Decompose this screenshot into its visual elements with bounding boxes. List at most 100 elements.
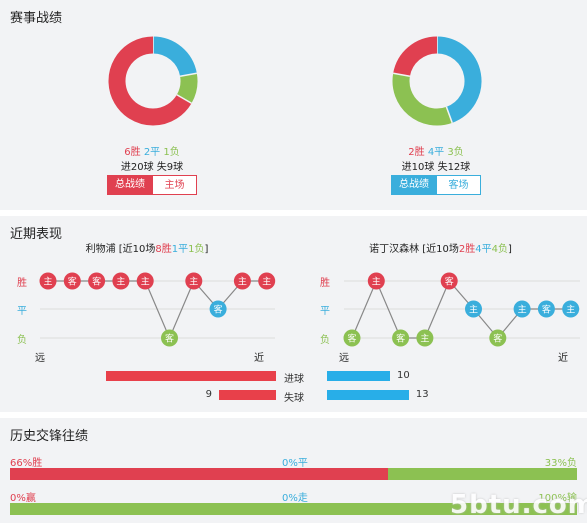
- right-record-summary: 2胜 4平 3负: [386, 143, 486, 158]
- right-goals-for-bar: [327, 371, 390, 381]
- left-form-dot-label: 主: [262, 276, 271, 288]
- right-form-header: 诺丁汉森林 [近10场2胜4平4负]: [294, 240, 587, 255]
- right-axis-near: 近: [558, 353, 568, 364]
- left-form-dot-label: 主: [189, 276, 198, 288]
- right-form-dot: [367, 272, 385, 290]
- left-goals-against-bar: [219, 390, 276, 400]
- record-title: 赛事战绩: [10, 11, 63, 26]
- left-axis-near: 近: [254, 353, 264, 364]
- h2h-win-bar: [10, 468, 388, 480]
- recent-form-charts: 主客客主主客主客主 主客主客 主客主客主客主: [39, 272, 580, 347]
- right-form-dot: [440, 272, 458, 290]
- left-form-point: 客: [63, 272, 81, 290]
- left-goals-for-bar: [105, 371, 276, 381]
- h2h-win-pct: 66%胜: [10, 458, 43, 469]
- right-form-dot: [562, 300, 580, 318]
- left-form-dot-label: 主: [116, 276, 125, 288]
- right-form-dot-label: 主: [566, 304, 575, 316]
- left-form-dot-label: 客: [68, 276, 77, 288]
- left-form-point: 主: [136, 272, 154, 290]
- left-form-dot-label: 客: [92, 276, 101, 288]
- right-form-dot: [416, 329, 434, 347]
- left-draws: 2平: [143, 147, 161, 158]
- left-form-dot-label: 主: [141, 276, 150, 288]
- left-form-prefix: [近10场: [115, 244, 156, 255]
- right-form-dot: [465, 300, 482, 318]
- right-donut-loss-slice: [392, 73, 453, 126]
- right-donut-separator: [393, 72, 411, 77]
- right-form-dot-label: 客: [347, 333, 356, 345]
- left-form-dot: [258, 272, 276, 290]
- right-form-dot-label: 客: [542, 304, 551, 316]
- right-form-dot: [537, 300, 555, 318]
- right-goals: 进10球 失12球: [401, 162, 471, 173]
- right-draws: 4平: [427, 147, 445, 158]
- right-form-dot-label: 主: [420, 333, 429, 345]
- right-form-dot-label: 主: [469, 304, 478, 316]
- left-form-point: 主: [185, 272, 203, 290]
- right-form-point: 主: [416, 329, 434, 347]
- left-form-dot-label: 主: [43, 276, 52, 288]
- right-form-point: 客: [489, 329, 507, 347]
- h2h-handicap-loss-pct: 100%输: [538, 493, 577, 504]
- head-to-head-panel: 历史交锋往绩 66%胜 0%平 33%负 0%赢 0%走 100%输: [0, 418, 587, 523]
- right-form-line: [351, 279, 571, 339]
- h2h-loss-bar: [388, 468, 577, 480]
- right-goals-against-value: 13: [415, 389, 429, 400]
- left-form-line: [48, 279, 267, 340]
- right-tab-overall[interactable]: 总战绩: [391, 175, 437, 195]
- right-record-donut: [392, 36, 482, 126]
- left-form-point: 客: [161, 329, 178, 347]
- right-donut-draw-slice: [436, 36, 482, 123]
- right-wins: 2胜: [408, 147, 425, 158]
- right-form-dot-label: 主: [518, 304, 527, 316]
- left-axis-win: 胜: [17, 278, 27, 289]
- recent-title: 近期表现: [10, 227, 63, 242]
- right-axis-loss: 负: [320, 335, 330, 346]
- h2h-loss-pct: 33%负: [544, 458, 577, 469]
- right-axis-far: 远: [339, 353, 349, 364]
- right-form-prefix: [近10场: [419, 244, 459, 255]
- left-tab-home[interactable]: 主场: [152, 175, 197, 195]
- left-form-point: 客: [88, 272, 106, 290]
- right-form-dot: [392, 329, 410, 347]
- left-form-point: 客: [209, 300, 227, 318]
- right-axis-draw: 平: [320, 306, 330, 317]
- left-form-suffix: ]: [204, 244, 209, 255]
- right-form-point: 客: [440, 272, 458, 290]
- right-form-dot-label: 主: [372, 276, 381, 288]
- left-form-dot: [233, 272, 251, 290]
- left-form-dot: [112, 272, 130, 290]
- right-tab-away[interactable]: 客场: [436, 175, 481, 195]
- left-form-dot: [39, 272, 57, 290]
- h2h-handicap-loss-bar: [10, 503, 577, 515]
- right-goals-for-value: 10: [397, 370, 410, 381]
- right-losses: 3负: [447, 147, 464, 158]
- left-form-header: 利物浦 [近10场8胜1平1负]: [0, 240, 294, 255]
- right-axis-win: 胜: [320, 278, 330, 289]
- left-form-dot: [88, 272, 106, 290]
- h2h-handicap-push-pct: 0%走: [282, 493, 308, 504]
- left-form-dot: [185, 272, 203, 290]
- left-axis-far: 远: [35, 353, 45, 364]
- record-panel: 赛事战绩 6胜 2平 1负 进20球 失9球 总战绩 主场 2胜 4平 3负 进…: [0, 0, 587, 210]
- left-form-dot: [209, 300, 227, 318]
- right-form-draws: 4平: [475, 244, 492, 255]
- left-axis-loss: 负: [17, 335, 27, 346]
- left-donut-separator: [179, 72, 197, 77]
- site-watermark: 5btu.com: [450, 490, 587, 520]
- left-form-dot-label: 客: [165, 333, 174, 345]
- left-wins: 6胜: [124, 147, 141, 158]
- right-form-wins: 2胜: [458, 244, 476, 255]
- left-form-point: 主: [258, 272, 276, 290]
- left-form-dot: [136, 272, 154, 290]
- left-donut-loss-slice: [176, 73, 198, 104]
- left-tab-overall[interactable]: 总战绩: [107, 175, 153, 195]
- right-donut-separator: [445, 106, 453, 124]
- right-form-suffix: ]: [508, 244, 512, 255]
- left-form-dot-label: 主: [238, 276, 247, 288]
- left-record-summary: 6胜 2平 1负: [102, 143, 202, 158]
- right-form-point: 客: [537, 300, 555, 318]
- right-form-point: 主: [367, 272, 385, 290]
- right-form-point: 客: [343, 329, 361, 347]
